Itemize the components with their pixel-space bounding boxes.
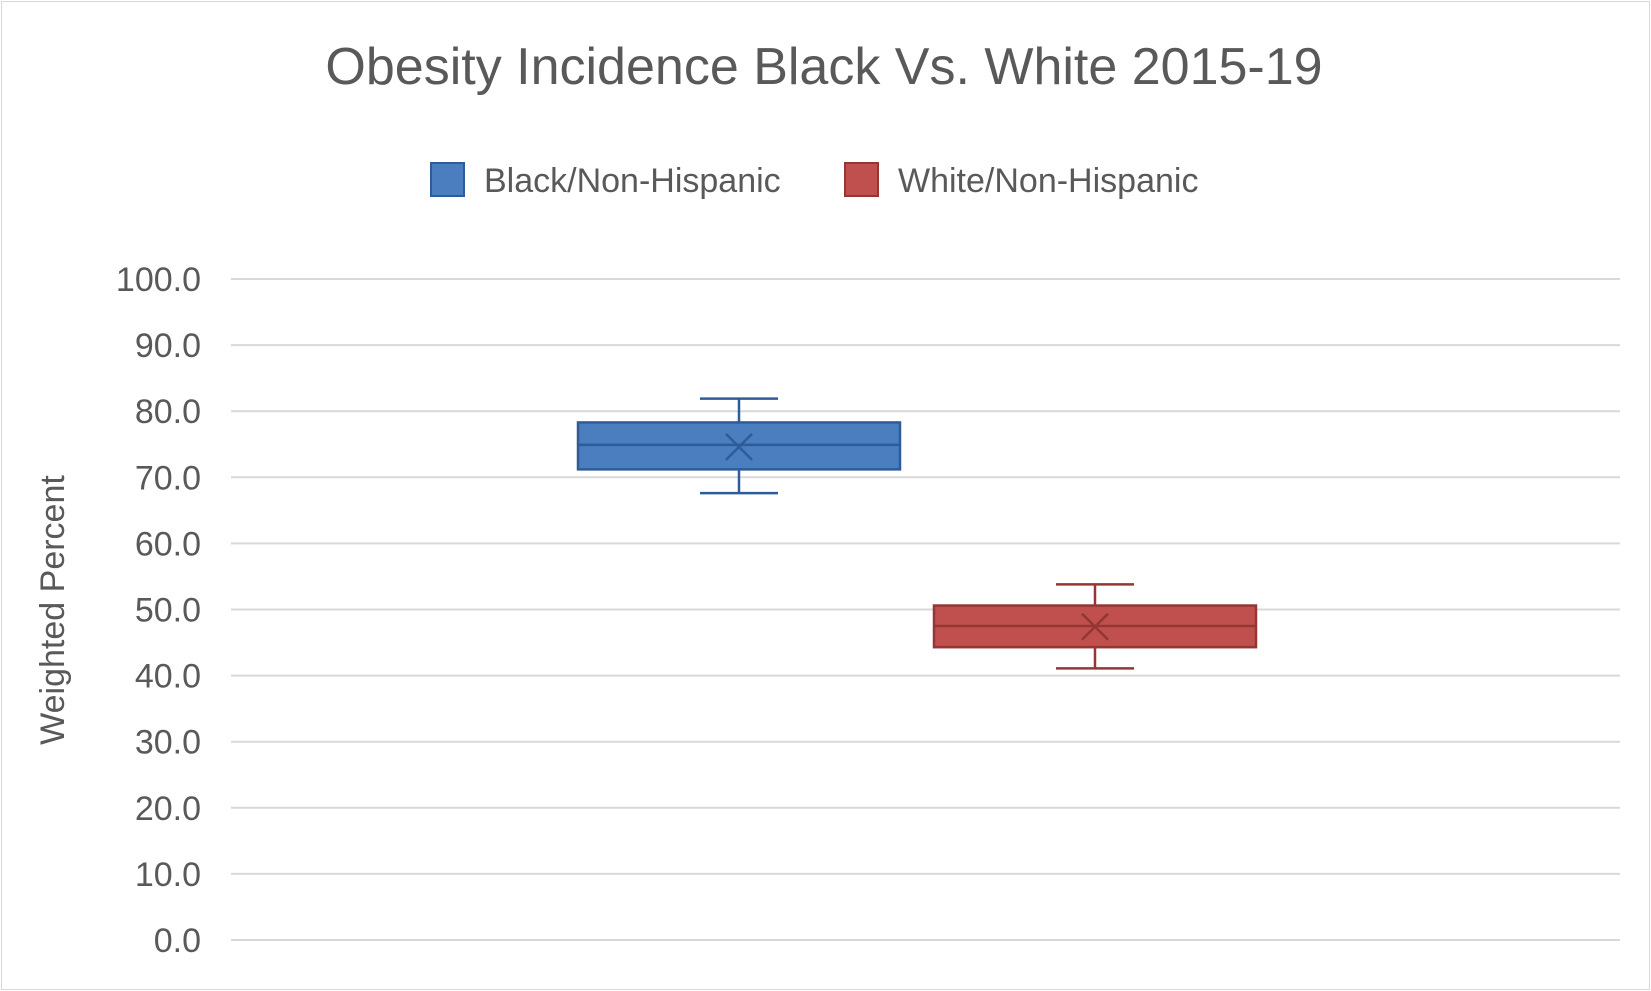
y-tick-label: 20.0: [135, 790, 201, 828]
y-tick-label: 100.0: [116, 261, 201, 299]
legend-label: White/Non-Hispanic: [898, 162, 1198, 200]
y-tick-label: 60.0: [135, 525, 201, 563]
y-tick-label: 70.0: [135, 459, 201, 497]
y-tick-label: 80.0: [135, 393, 201, 431]
chart-title: Obesity Incidence Black Vs. White 2015-1…: [325, 38, 1322, 96]
legend: Black/Non-Hispanic White/Non-Hispanic: [430, 162, 1198, 200]
box-black-non-hispanic: [576, 397, 902, 495]
mean-marker: [725, 433, 753, 461]
box-series: [576, 397, 1258, 670]
legend-swatch: [430, 162, 465, 197]
legend-swatch: [844, 162, 879, 197]
y-tick-label: 40.0: [135, 658, 201, 696]
y-axis-label: Weighted Percent: [34, 475, 72, 745]
y-tick-label: 0.0: [154, 922, 201, 960]
legend-label: Black/Non-Hispanic: [484, 162, 781, 200]
y-tick-label: 30.0: [135, 724, 201, 762]
y-axis-tick-labels: 0.0 10.0 20.0 30.0 40.0 50.0 60.0 70.0 80.0 90.0 1…: [116, 261, 201, 960]
y-tick-label: 90.0: [135, 327, 201, 365]
legend-item: Black/Non-Hispanic: [430, 162, 781, 200]
mean-marker: [1081, 612, 1109, 641]
y-tick-label: 50.0: [135, 592, 201, 630]
gridlines: [231, 278, 1620, 941]
legend-item: White/Non-Hispanic: [844, 162, 1198, 200]
box-white-non-hispanic: [932, 583, 1258, 670]
y-tick-label: 10.0: [135, 856, 201, 894]
